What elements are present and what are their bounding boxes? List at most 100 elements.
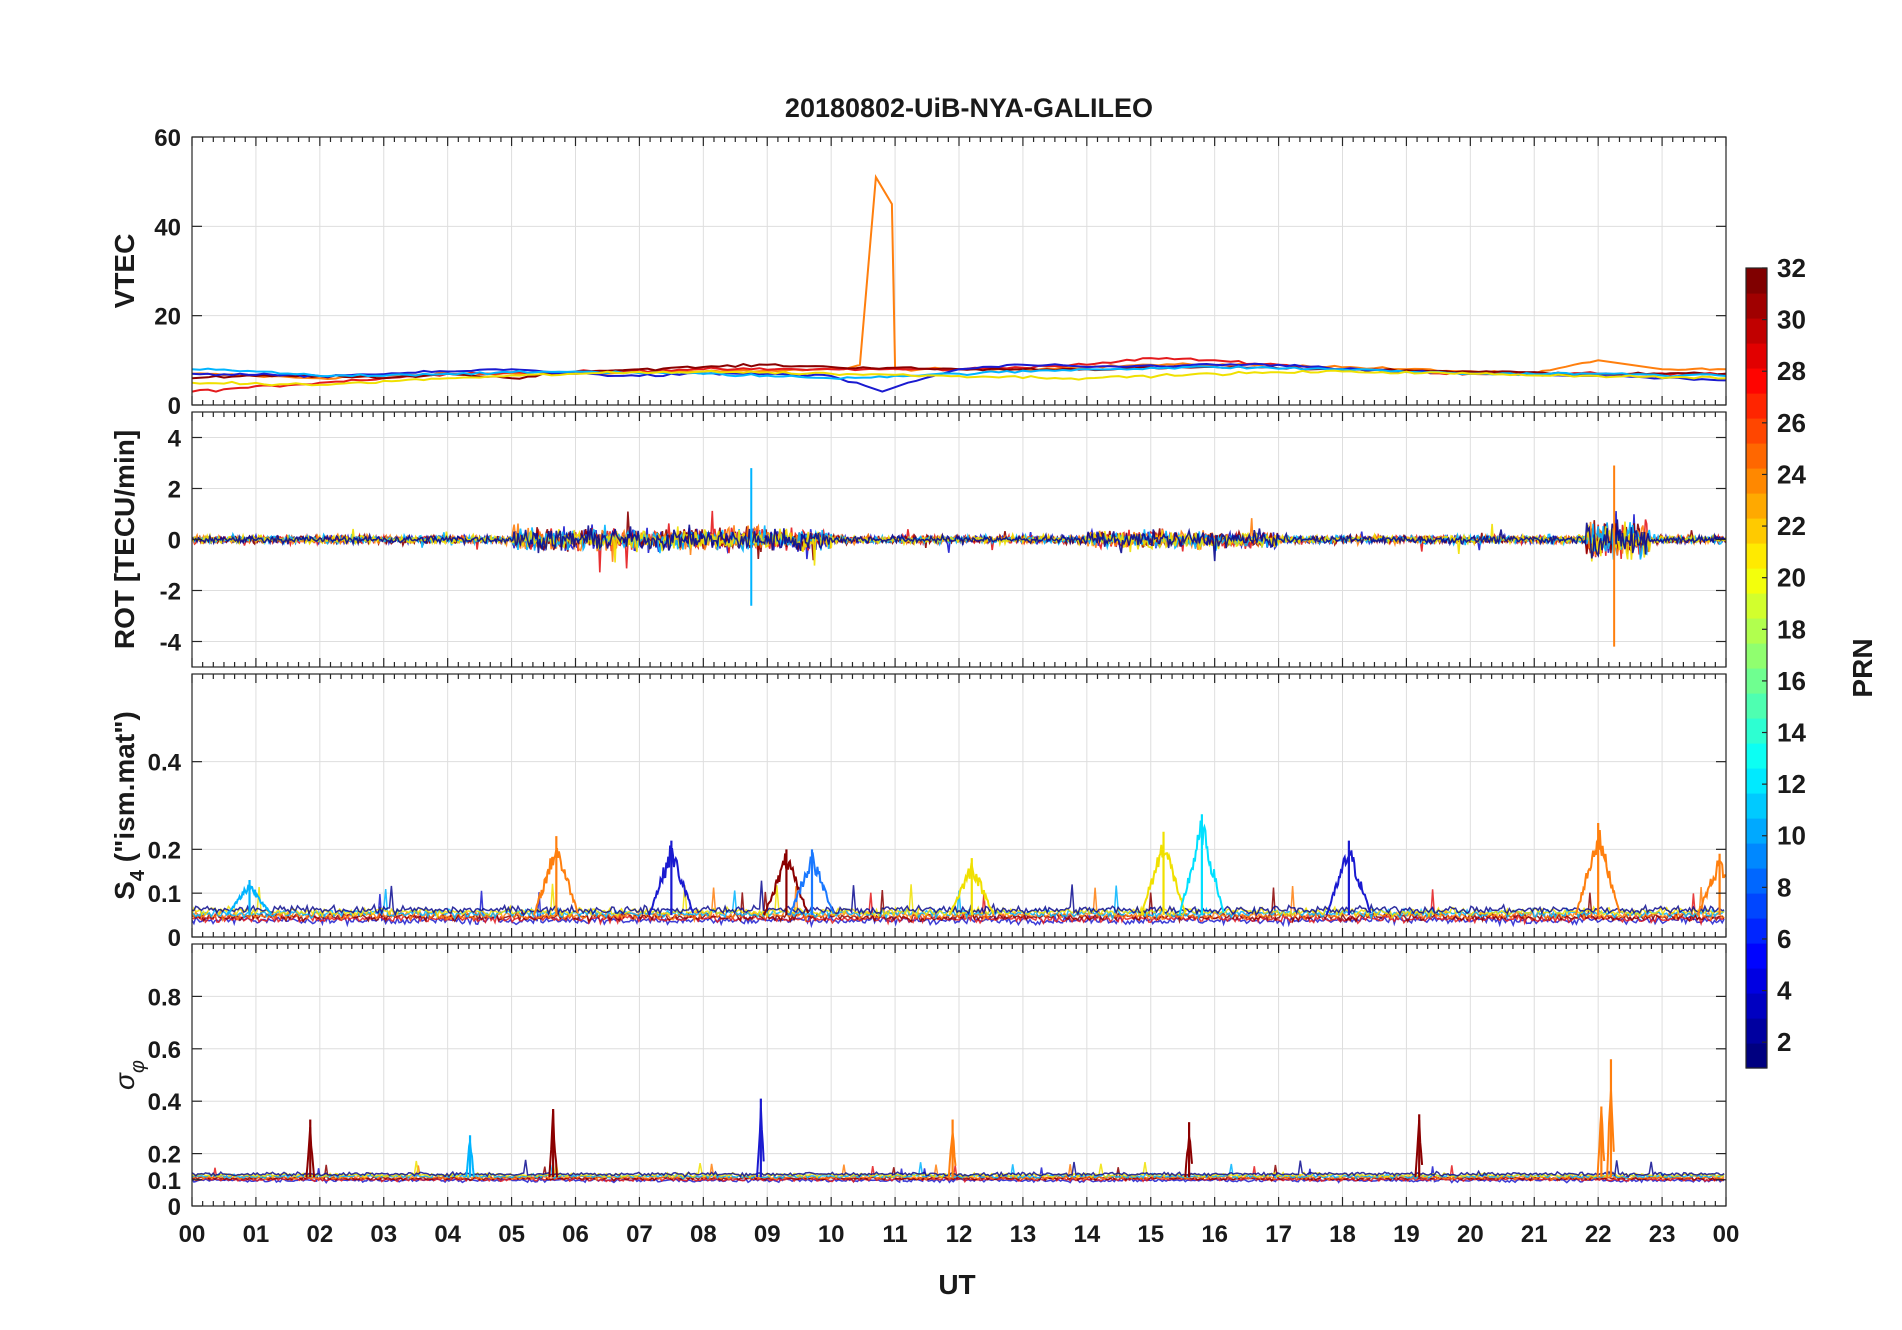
y-label-tail: ("ism.mat") xyxy=(109,711,140,870)
y-tick-label: 0.2 xyxy=(148,1142,181,1169)
x-tick-label: 17 xyxy=(1265,1221,1292,1248)
y-tick-label: 0 xyxy=(168,393,181,420)
x-tick-label: 21 xyxy=(1521,1221,1548,1248)
y-tick-label: 60 xyxy=(154,125,181,152)
colorbar-swatch xyxy=(1746,743,1767,769)
y-tick-label: 0 xyxy=(168,1194,181,1221)
colorbar-swatch xyxy=(1746,1043,1767,1069)
panel-s4: 00.10.20.4S4 ("ism.mat") xyxy=(109,673,1727,952)
x-tick-label: 09 xyxy=(754,1221,781,1248)
x-tick-label: 00 xyxy=(1713,1221,1740,1248)
data-layer xyxy=(192,1059,1725,1185)
data-layer xyxy=(192,465,1726,647)
y-tick-label: 0.2 xyxy=(148,837,181,864)
colorbar-frame xyxy=(1745,267,1768,1069)
colorbar-tick-label: 2 xyxy=(1777,1027,1791,1057)
colorbar-tick-label: 4 xyxy=(1777,976,1792,1006)
x-tick-label: 13 xyxy=(1010,1221,1037,1248)
y-label-main: S xyxy=(109,881,140,900)
x-tick-label: 19 xyxy=(1393,1221,1420,1248)
colorbar-swatch xyxy=(1746,793,1767,819)
colorbar-swatch xyxy=(1746,368,1767,394)
x-tick-label: 02 xyxy=(306,1221,333,1248)
x-axis-label: UT xyxy=(938,1269,975,1300)
colorbar-tick-label: 12 xyxy=(1777,769,1806,799)
data-layer xyxy=(192,814,1726,929)
panel-vtec: 0 20 40 60 VTEC xyxy=(109,125,1727,420)
colorbar-swatch xyxy=(1746,543,1767,569)
colorbar-tick-label: 26 xyxy=(1777,408,1806,438)
colorbar-tick-label: 22 xyxy=(1777,511,1806,541)
colorbar-swatch xyxy=(1746,343,1767,369)
panel-rot: -4 -2 0 2 4 ROT [TECU/min] xyxy=(109,411,1727,668)
x-tick-label: 22 xyxy=(1585,1221,1612,1248)
colorbar-tick-label: 14 xyxy=(1777,718,1806,748)
y-tick-label: 0 xyxy=(168,925,181,952)
y-tick-label: 2 xyxy=(168,477,181,504)
panel-sigma-phi: 00.10.2 0.4 0.6 0.8 σφ 00 01 02 03 04 05 06 07 08 09 10… xyxy=(109,943,1740,1248)
y-tick-label: 20 xyxy=(154,304,181,331)
colorbar-tick-label: 24 xyxy=(1777,459,1806,489)
y-tick-label: 0 xyxy=(168,528,181,555)
sigma-series-line xyxy=(192,1162,1725,1180)
rot-series-line xyxy=(192,519,1726,562)
s4-series-line xyxy=(192,883,1725,920)
colorbar-swatch xyxy=(1746,768,1767,794)
x-tick-label: 06 xyxy=(562,1221,589,1248)
colorbar-tick-label: 32 xyxy=(1777,253,1806,283)
colorbar-swatch xyxy=(1746,1018,1767,1044)
x-tick-label: 03 xyxy=(370,1221,397,1248)
colorbar-tick-label: 16 xyxy=(1777,666,1806,696)
y-tick-label: -4 xyxy=(160,630,182,657)
colorbar-swatch xyxy=(1746,943,1767,969)
x-tick-label: 05 xyxy=(498,1221,525,1248)
colorbar-swatch xyxy=(1746,518,1767,544)
chart-title: 20180802-UiB-NYA-GALILEO xyxy=(785,93,1153,123)
colorbar-tick-label: 20 xyxy=(1777,563,1806,593)
colorbar-swatch xyxy=(1746,693,1767,719)
colorbar-swatch xyxy=(1746,818,1767,844)
colorbar-tick-label: 28 xyxy=(1777,356,1806,386)
y-axis-label: S4 ("ism.mat") xyxy=(109,711,149,900)
x-tick-label: 12 xyxy=(946,1221,973,1248)
y-tick-label: 40 xyxy=(154,214,181,241)
x-tick-label: 14 xyxy=(1073,1221,1100,1248)
colorbar-swatch xyxy=(1746,493,1767,519)
x-tick-label: 04 xyxy=(434,1221,461,1248)
colorbar-swatch xyxy=(1746,393,1767,419)
x-tick-label: 08 xyxy=(690,1221,717,1248)
colorbar-swatch xyxy=(1746,318,1767,344)
vtec-series-line xyxy=(192,369,1726,387)
colorbar-swatch xyxy=(1746,868,1767,894)
colorbar-label: PRN xyxy=(1847,638,1878,697)
colorbar-swatch xyxy=(1746,643,1767,669)
sigma-series-line xyxy=(192,1164,1725,1182)
y-tick-label: 0.8 xyxy=(148,984,181,1011)
x-tick-label: 18 xyxy=(1329,1221,1356,1248)
y-label-sub: 4 xyxy=(127,869,149,881)
colorbar-tick-label: 18 xyxy=(1777,614,1806,644)
colorbar-swatch xyxy=(1746,618,1767,644)
y-tick-label: -2 xyxy=(160,579,181,606)
colorbar-swatch xyxy=(1746,968,1767,994)
x-tick-label: 15 xyxy=(1137,1221,1164,1248)
colorbar-swatch xyxy=(1746,718,1767,744)
s4-series-line xyxy=(192,886,1725,924)
s4-series-line xyxy=(192,880,1725,917)
y-tick-label: 0.1 xyxy=(148,881,181,908)
y-tick-label: 4 xyxy=(168,426,182,453)
y-tick-label: 0.4 xyxy=(148,750,182,777)
sigma-series-line xyxy=(192,1159,1725,1179)
y-axis-label: σφ xyxy=(109,1060,149,1090)
colorbar-swatch xyxy=(1746,268,1767,294)
colorbar-swatch xyxy=(1746,668,1767,694)
colorbar-swatch xyxy=(1746,418,1767,444)
x-tick-label: 07 xyxy=(626,1221,653,1248)
x-tick-label: 16 xyxy=(1201,1221,1228,1248)
colorbar-swatch xyxy=(1746,843,1767,869)
colorbar-swatch xyxy=(1746,918,1767,944)
y-tick-label: 0.4 xyxy=(148,1089,182,1116)
